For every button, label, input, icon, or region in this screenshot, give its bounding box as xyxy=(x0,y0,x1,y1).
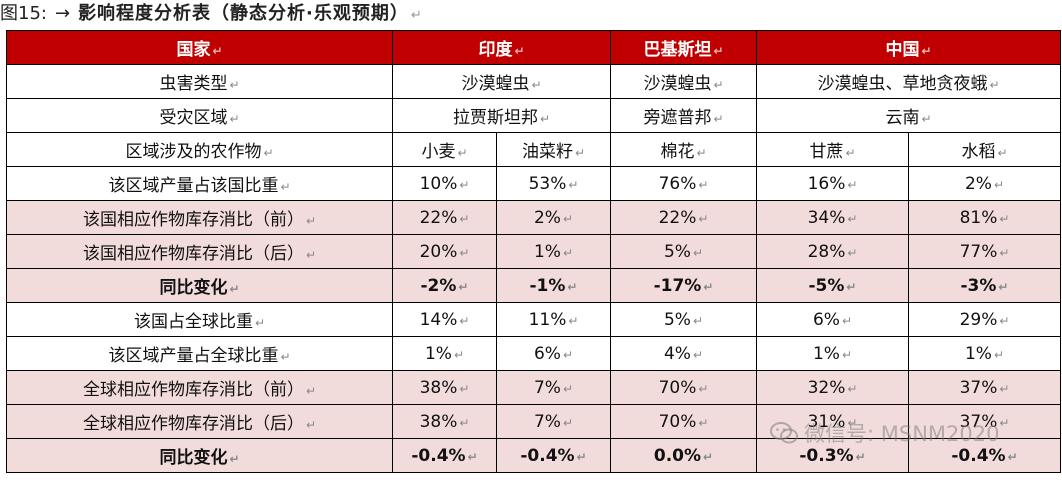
figure-label: 图15: xyxy=(0,3,47,24)
table-cell: 32% ↵ xyxy=(756,370,909,405)
table-cell: 37% ↵ xyxy=(908,370,1061,405)
table-cell: 6% ↵ xyxy=(756,302,909,337)
table-cell: -0.4% ↵ xyxy=(392,438,497,473)
table-cell: 7% ↵ xyxy=(496,404,611,439)
table-cell: 5% ↵ xyxy=(610,302,757,337)
table-cell: 1% ↵ xyxy=(756,336,909,371)
table-cell: 22% ↵ xyxy=(392,200,497,235)
row-label: 该区域产量占该国比重 ↵ xyxy=(6,166,393,201)
table-cell: 31% ↵ xyxy=(756,404,909,439)
row-label: 同比变化 ↵ xyxy=(6,268,393,303)
data-row: 同比变化 ↵ -2% ↵ -1% ↵ -17% ↵ -5% ↵ -3% ↵ xyxy=(6,268,1061,303)
table-cell: 77% ↵ xyxy=(908,234,1061,269)
table-cell: 81% ↵ xyxy=(908,200,1061,235)
row-label: 同比变化 ↵ xyxy=(6,438,393,473)
row-label: 该区域产量占全球比重 ↵ xyxy=(6,336,393,371)
table-cell: 22% ↵ xyxy=(610,200,757,235)
table-cell: 甘蔗 ↵ xyxy=(756,132,909,167)
data-row: 该国相应作物库存消比（前） ↵ 22% ↵ 2% ↵ 22% ↵ 34% ↵ 81% ↵ xyxy=(6,200,1061,235)
data-row: 该国占全球比重 ↵ 14% ↵ 11% ↵ 5% ↵ 6% ↵ 29% ↵ xyxy=(6,302,1061,337)
header-china: 中国 ↵ xyxy=(756,30,1061,65)
table-cell: 20% ↵ xyxy=(392,234,497,269)
table-cell: -17% ↵ xyxy=(610,268,757,303)
table-cell: 2% ↵ xyxy=(908,166,1061,201)
data-row: 该区域产量占该国比重 ↵ 10% ↵ 53% ↵ 76% ↵ 16% ↵ 2% ↵ xyxy=(6,166,1061,201)
row-label: 该国相应作物库存消比（前） ↵ xyxy=(6,200,393,235)
data-row: 该国相应作物库存消比（后） ↵ 20% ↵ 1% ↵ 5% ↵ 28% ↵ 77% ↵ xyxy=(6,234,1061,269)
table-cell: 38% ↵ xyxy=(392,404,497,439)
table-cell: 28% ↵ xyxy=(756,234,909,269)
affected-region-row: 受灾区域 ↵ 拉贾斯坦邦 ↵ 旁遮普邦 ↵ 云南 ↵ xyxy=(6,98,1061,133)
table-cell: 1% ↵ xyxy=(392,336,497,371)
data-row: 该区域产量占全球比重 ↵ 1% ↵ 6% ↵ 4% ↵ 1% ↵ 1% ↵ xyxy=(6,336,1061,371)
header-pakistan: 巴基斯坦 ↵ xyxy=(610,30,757,65)
table-cell: 拉贾斯坦邦 ↵ xyxy=(392,98,611,133)
arrow-icon: → xyxy=(54,3,71,24)
table-cell: 53% ↵ xyxy=(496,166,611,201)
table-cell: 10% ↵ xyxy=(392,166,497,201)
table-cell: 沙漠蝗虫 ↵ xyxy=(610,64,757,99)
table-cell: 16% ↵ xyxy=(756,166,909,201)
table-cell: -2% ↵ xyxy=(392,268,497,303)
table-cell: 云南 ↵ xyxy=(756,98,1061,133)
table-cell: 14% ↵ xyxy=(392,302,497,337)
table-cell: 5% ↵ xyxy=(610,234,757,269)
table-cell: -0.4% ↵ xyxy=(496,438,611,473)
table-cell: 沙漠蝗虫 ↵ xyxy=(392,64,611,99)
table-cell: 76% ↵ xyxy=(610,166,757,201)
data-row: 同比变化 ↵ -0.4% ↵ -0.4% ↵ 0.0% ↵ -0.3% ↵ -0.4% ↵ xyxy=(6,438,1061,473)
table-cell: -5% ↵ xyxy=(756,268,909,303)
table-cell: 70% ↵ xyxy=(610,370,757,405)
wechat-icon xyxy=(770,422,798,444)
table-cell: -0.4% ↵ xyxy=(908,438,1061,473)
table-cell: 34% ↵ xyxy=(756,200,909,235)
table-cell: 油菜籽 ↵ xyxy=(496,132,611,167)
data-row: 全球相应作物库存消比（后） ↵ 38% ↵ 7% ↵ 70% ↵ 31% ↵ 37% ↵ xyxy=(6,404,1061,439)
row-label: 全球相应作物库存消比（后） ↵ xyxy=(6,404,393,439)
table-cell: 2% ↵ xyxy=(496,200,611,235)
row-label: 区域涉及的农作物 ↵ xyxy=(6,132,393,167)
figure-title: 影响程度分析表（静态分析·乐观预期） xyxy=(78,3,409,24)
row-label: 该国占全球比重 ↵ xyxy=(6,302,393,337)
watermark-text: 微信号: MSNM2020 xyxy=(804,422,1000,446)
crops-row: 区域涉及的农作物 ↵ 小麦 ↵ 油菜籽 ↵ 棉花 ↵ 甘蔗 ↵ 水稻 ↵ xyxy=(6,132,1061,167)
row-label: 虫害类型 ↵ xyxy=(6,64,393,99)
table-cell: 70% ↵ xyxy=(610,404,757,439)
header-row: 国家 ↵ 印度 ↵ 巴基斯坦 ↵ 中国 ↵ xyxy=(6,30,1061,65)
table-cell: 6% ↵ xyxy=(496,336,611,371)
row-label: 受灾区域 ↵ xyxy=(6,98,393,133)
table-cell: 7% ↵ xyxy=(496,370,611,405)
table-cell: -0.3% ↵ xyxy=(756,438,909,473)
row-label: 全球相应作物库存消比（前） ↵ xyxy=(6,370,393,405)
table-cell: 4% ↵ xyxy=(610,336,757,371)
table-cell: 38% ↵ xyxy=(392,370,497,405)
header-country: 国家 ↵ xyxy=(6,30,393,65)
impact-analysis-table: 国家 ↵ 印度 ↵ 巴基斯坦 ↵ 中国 ↵ 虫害类型 ↵ 沙漠蝗虫 ↵ 沙漠蝗虫 ↵ 沙漠蝗虫… xyxy=(6,30,1061,473)
table-cell: 沙漠蝗虫、草地贪夜蛾 ↵ xyxy=(756,64,1061,99)
table-cell: 0.0% ↵ xyxy=(610,438,757,473)
table-cell: 水稻 ↵ xyxy=(908,132,1061,167)
table-cell: 旁遮普邦 ↵ xyxy=(610,98,757,133)
table-cell: 1% ↵ xyxy=(496,234,611,269)
header-india: 印度 ↵ xyxy=(392,30,611,65)
table-cell: -3% ↵ xyxy=(908,268,1061,303)
row-label: 该国相应作物库存消比（后） ↵ xyxy=(6,234,393,269)
pest-type-row: 虫害类型 ↵ 沙漠蝗虫 ↵ 沙漠蝗虫 ↵ 沙漠蝗虫、草地贪夜蛾 ↵ xyxy=(6,64,1061,99)
watermark: 微信号: MSNM2020 xyxy=(770,418,999,448)
table-cell: 小麦 ↵ xyxy=(392,132,497,167)
table-cell: 11% ↵ xyxy=(496,302,611,337)
table-cell: 29% ↵ xyxy=(908,302,1061,337)
table-cell: -1% ↵ xyxy=(496,268,611,303)
table-cell: 1% ↵ xyxy=(908,336,1061,371)
paragraph-mark-icon: ↵ xyxy=(410,8,422,23)
data-row: 全球相应作物库存消比（前） ↵ 38% ↵ 7% ↵ 70% ↵ 32% ↵ 37% ↵ xyxy=(6,370,1061,405)
figure-caption: 图15: → 影响程度分析表（静态分析·乐观预期） ↵ xyxy=(0,0,422,30)
table-cell: 棉花 ↵ xyxy=(610,132,757,167)
